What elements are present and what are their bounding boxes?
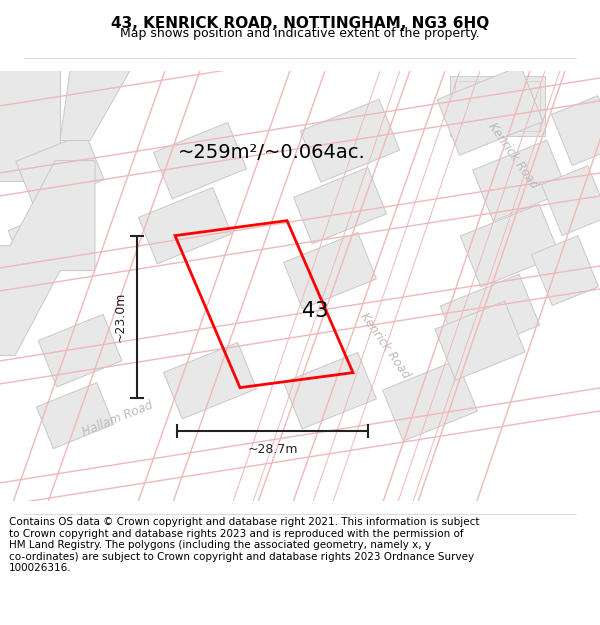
Polygon shape: [300, 99, 400, 182]
Text: Contains OS data © Crown copyright and database right 2021. This information is : Contains OS data © Crown copyright and d…: [9, 517, 479, 574]
Polygon shape: [8, 204, 92, 277]
Text: ~23.0m: ~23.0m: [114, 291, 127, 342]
Polygon shape: [16, 133, 104, 208]
Polygon shape: [0, 61, 60, 181]
Polygon shape: [473, 140, 568, 221]
Polygon shape: [284, 352, 376, 429]
Polygon shape: [0, 161, 95, 356]
Text: Kenrick Road: Kenrick Road: [358, 310, 413, 381]
Text: ~259m²/~0.064ac.: ~259m²/~0.064ac.: [178, 143, 366, 162]
Text: 43: 43: [302, 301, 328, 321]
Polygon shape: [37, 382, 113, 449]
Polygon shape: [164, 342, 256, 419]
Polygon shape: [551, 96, 600, 166]
Polygon shape: [154, 122, 247, 199]
Text: Map shows position and indicative extent of the property.: Map shows position and indicative extent…: [120, 28, 480, 40]
Text: ~28.7m: ~28.7m: [247, 442, 298, 456]
Polygon shape: [435, 301, 525, 380]
Text: Hallam Road: Hallam Road: [80, 399, 155, 439]
Polygon shape: [440, 274, 540, 357]
Polygon shape: [450, 76, 545, 136]
Polygon shape: [293, 168, 386, 244]
Polygon shape: [38, 314, 122, 387]
Polygon shape: [437, 66, 543, 155]
Polygon shape: [455, 81, 540, 131]
Polygon shape: [60, 71, 130, 141]
Text: Kenrick Road: Kenrick Road: [485, 120, 541, 191]
Polygon shape: [542, 166, 600, 236]
Text: 43, KENRICK ROAD, NOTTINGHAM, NG3 6HQ: 43, KENRICK ROAD, NOTTINGHAM, NG3 6HQ: [111, 16, 489, 31]
Polygon shape: [383, 360, 478, 441]
Polygon shape: [532, 236, 598, 306]
Polygon shape: [139, 188, 232, 264]
Polygon shape: [284, 232, 376, 309]
Polygon shape: [460, 204, 560, 287]
